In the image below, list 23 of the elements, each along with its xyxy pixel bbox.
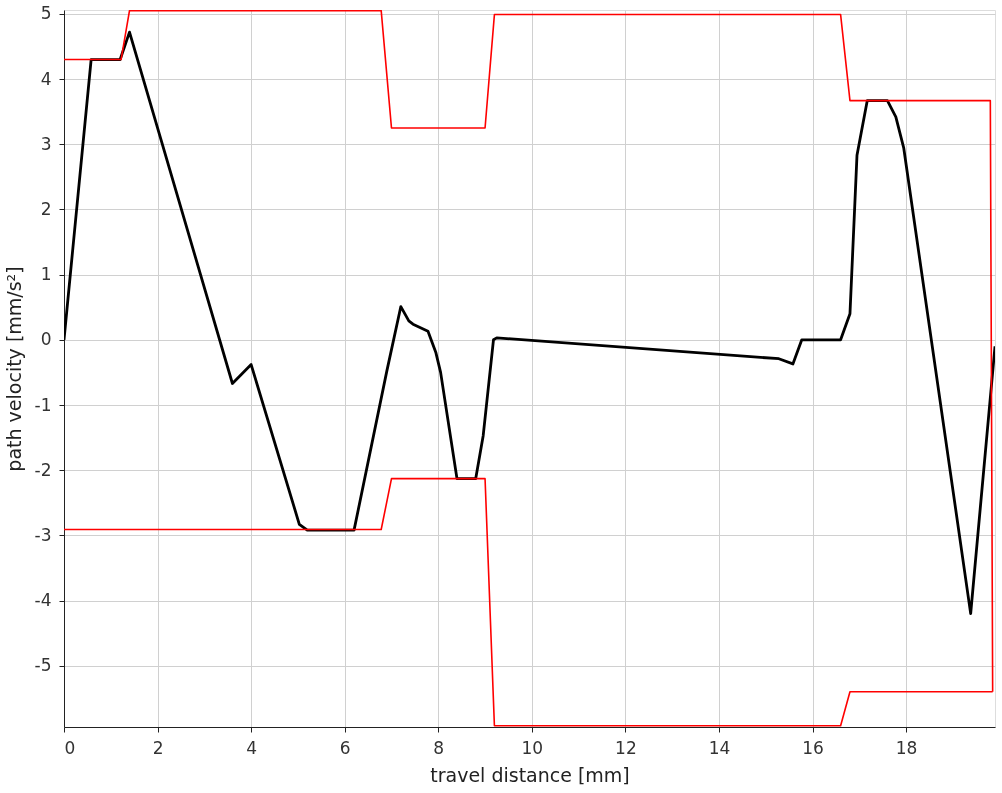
x-tick-label: 16 <box>802 737 824 758</box>
x-tick-label: 4 <box>246 737 258 758</box>
y-tick-label: 2 <box>40 198 52 219</box>
y-tick-label: 1 <box>40 264 52 285</box>
x-tick-label: 6 <box>339 737 351 758</box>
x-tick-label: 18 <box>895 737 918 758</box>
y-tick-label: -3 <box>34 524 52 545</box>
y-tick-label: -1 <box>34 394 52 415</box>
y-tick-label: 0 <box>40 329 52 350</box>
x-tick-label: 2 <box>152 737 164 758</box>
y-tick-label: -5 <box>34 655 52 676</box>
y-axis-title: path velocity [mm/s²] <box>2 266 25 472</box>
y-tick-label: -4 <box>34 590 52 611</box>
x-tick-label: 0 <box>64 737 76 758</box>
x-tick-label: 10 <box>521 737 544 758</box>
y-tick-label: -2 <box>34 459 52 480</box>
y-tick-label: 4 <box>40 68 52 89</box>
x-tick-label: 8 <box>433 737 445 758</box>
x-axis-title: travel distance [mm] <box>430 763 630 786</box>
y-tick-label: 5 <box>40 3 52 24</box>
x-tick-label: 12 <box>615 737 637 758</box>
x-tick-label: 14 <box>708 737 731 758</box>
y-tick-label: 3 <box>40 133 52 154</box>
